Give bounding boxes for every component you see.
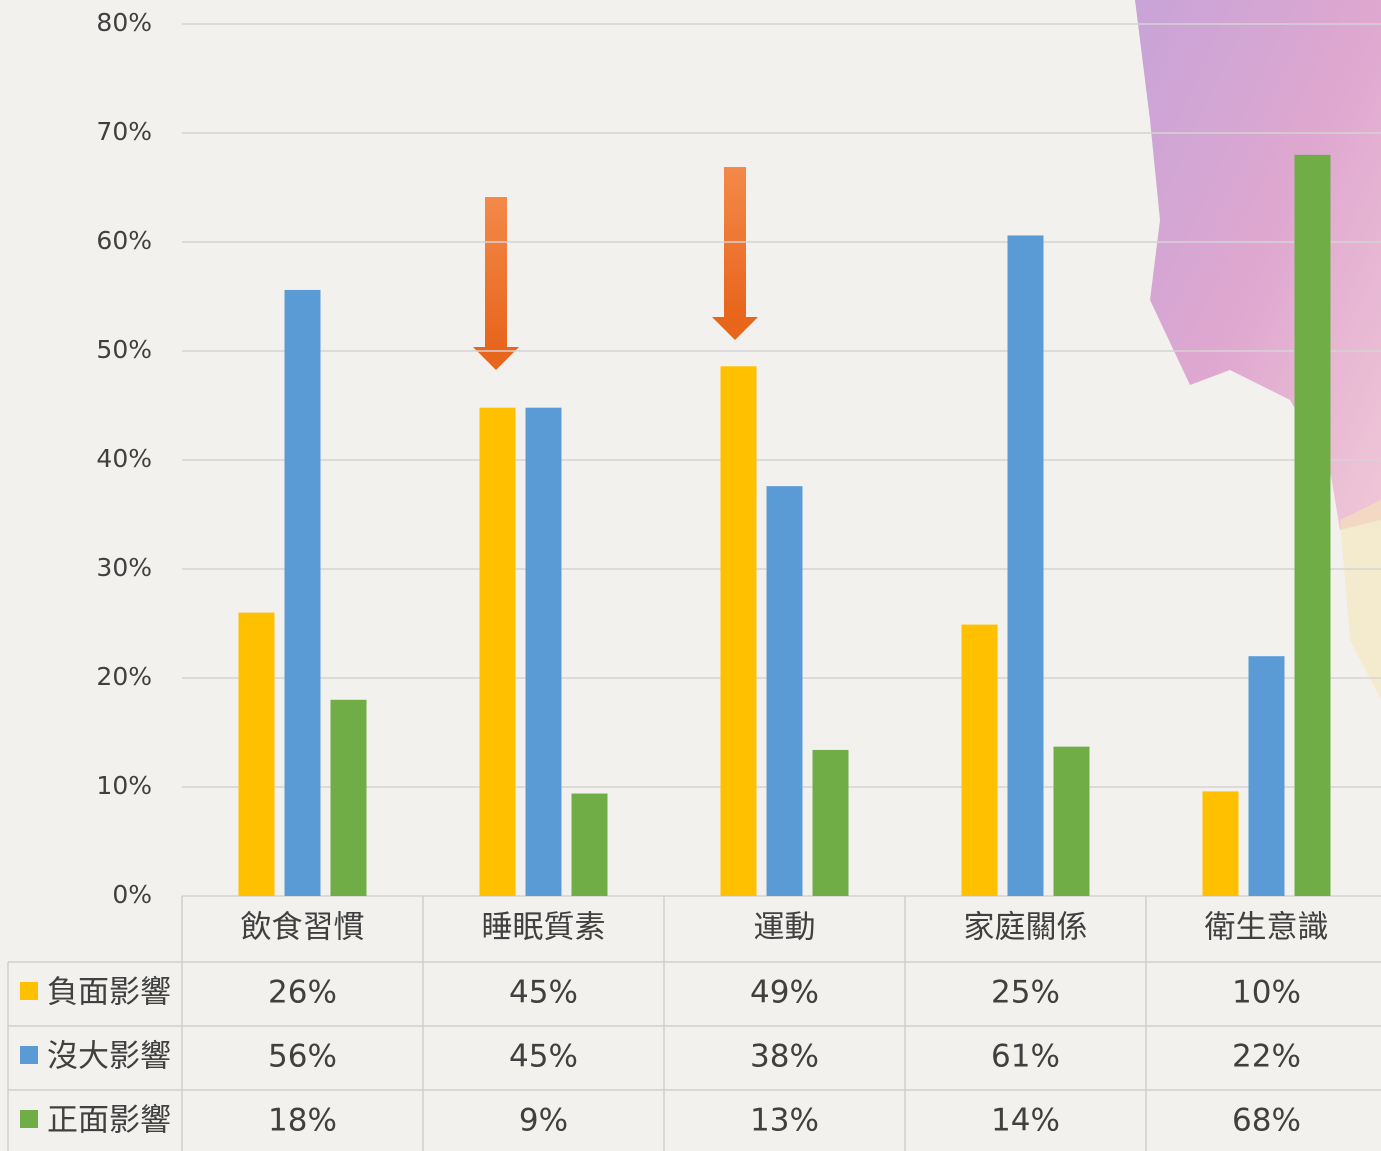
legend-label: 負面影響 [47, 975, 171, 1011]
legend-swatch [20, 1110, 38, 1128]
y-tick-label: 40% [96, 444, 152, 473]
data-label: 56% [268, 1039, 337, 1075]
y-tick-label: 0% [112, 880, 152, 909]
arrow [712, 167, 758, 340]
data-label: 18% [268, 1103, 337, 1139]
y-tick-label: 10% [96, 771, 152, 800]
data-label: 22% [1232, 1039, 1301, 1075]
bar [525, 407, 562, 896]
bar [1053, 746, 1090, 896]
data-label: 26% [268, 975, 337, 1011]
bar [1248, 656, 1285, 896]
y-tick-label: 60% [96, 226, 152, 255]
bar [238, 612, 275, 896]
bar [961, 624, 998, 896]
bar [1007, 235, 1044, 896]
bar [1294, 154, 1331, 897]
bar [479, 407, 516, 896]
legend-label: 沒大影響 [47, 1039, 171, 1075]
data-label: 68% [1232, 1103, 1301, 1139]
data-label: 14% [991, 1103, 1060, 1139]
bar [812, 749, 849, 896]
data-label: 49% [750, 975, 819, 1011]
data-label: 45% [509, 1039, 578, 1075]
category-label: 飲食習慣 [241, 910, 365, 946]
data-label: 13% [750, 1103, 819, 1139]
data-label: 9% [519, 1103, 568, 1139]
bar [571, 793, 608, 896]
bar [766, 486, 803, 896]
category-label: 衛生意識 [1205, 910, 1329, 946]
data-label: 25% [991, 975, 1060, 1011]
data-label: 10% [1232, 975, 1301, 1011]
data-label: 45% [509, 975, 578, 1011]
watercolor-decoration [1135, 0, 1381, 530]
y-tick-label: 30% [96, 553, 152, 582]
y-tick-label: 70% [96, 117, 152, 146]
category-label: 睡眠質素 [482, 910, 606, 946]
data-label: 61% [991, 1039, 1060, 1075]
category-label: 家庭關係 [964, 910, 1088, 946]
bar [1202, 791, 1239, 896]
y-tick-label: 20% [96, 662, 152, 691]
bar [720, 366, 757, 896]
category-label: 運動 [754, 910, 816, 946]
watercolor-decoration [1340, 500, 1381, 700]
data-label: 38% [750, 1039, 819, 1075]
bar [330, 699, 367, 896]
legend-label: 正面影響 [47, 1103, 171, 1139]
legend-swatch [20, 982, 38, 1000]
legend-swatch [20, 1046, 38, 1064]
y-tick-label: 80% [96, 8, 152, 37]
arrow [473, 197, 519, 370]
bar [284, 289, 321, 897]
y-tick-label: 50% [96, 335, 152, 364]
